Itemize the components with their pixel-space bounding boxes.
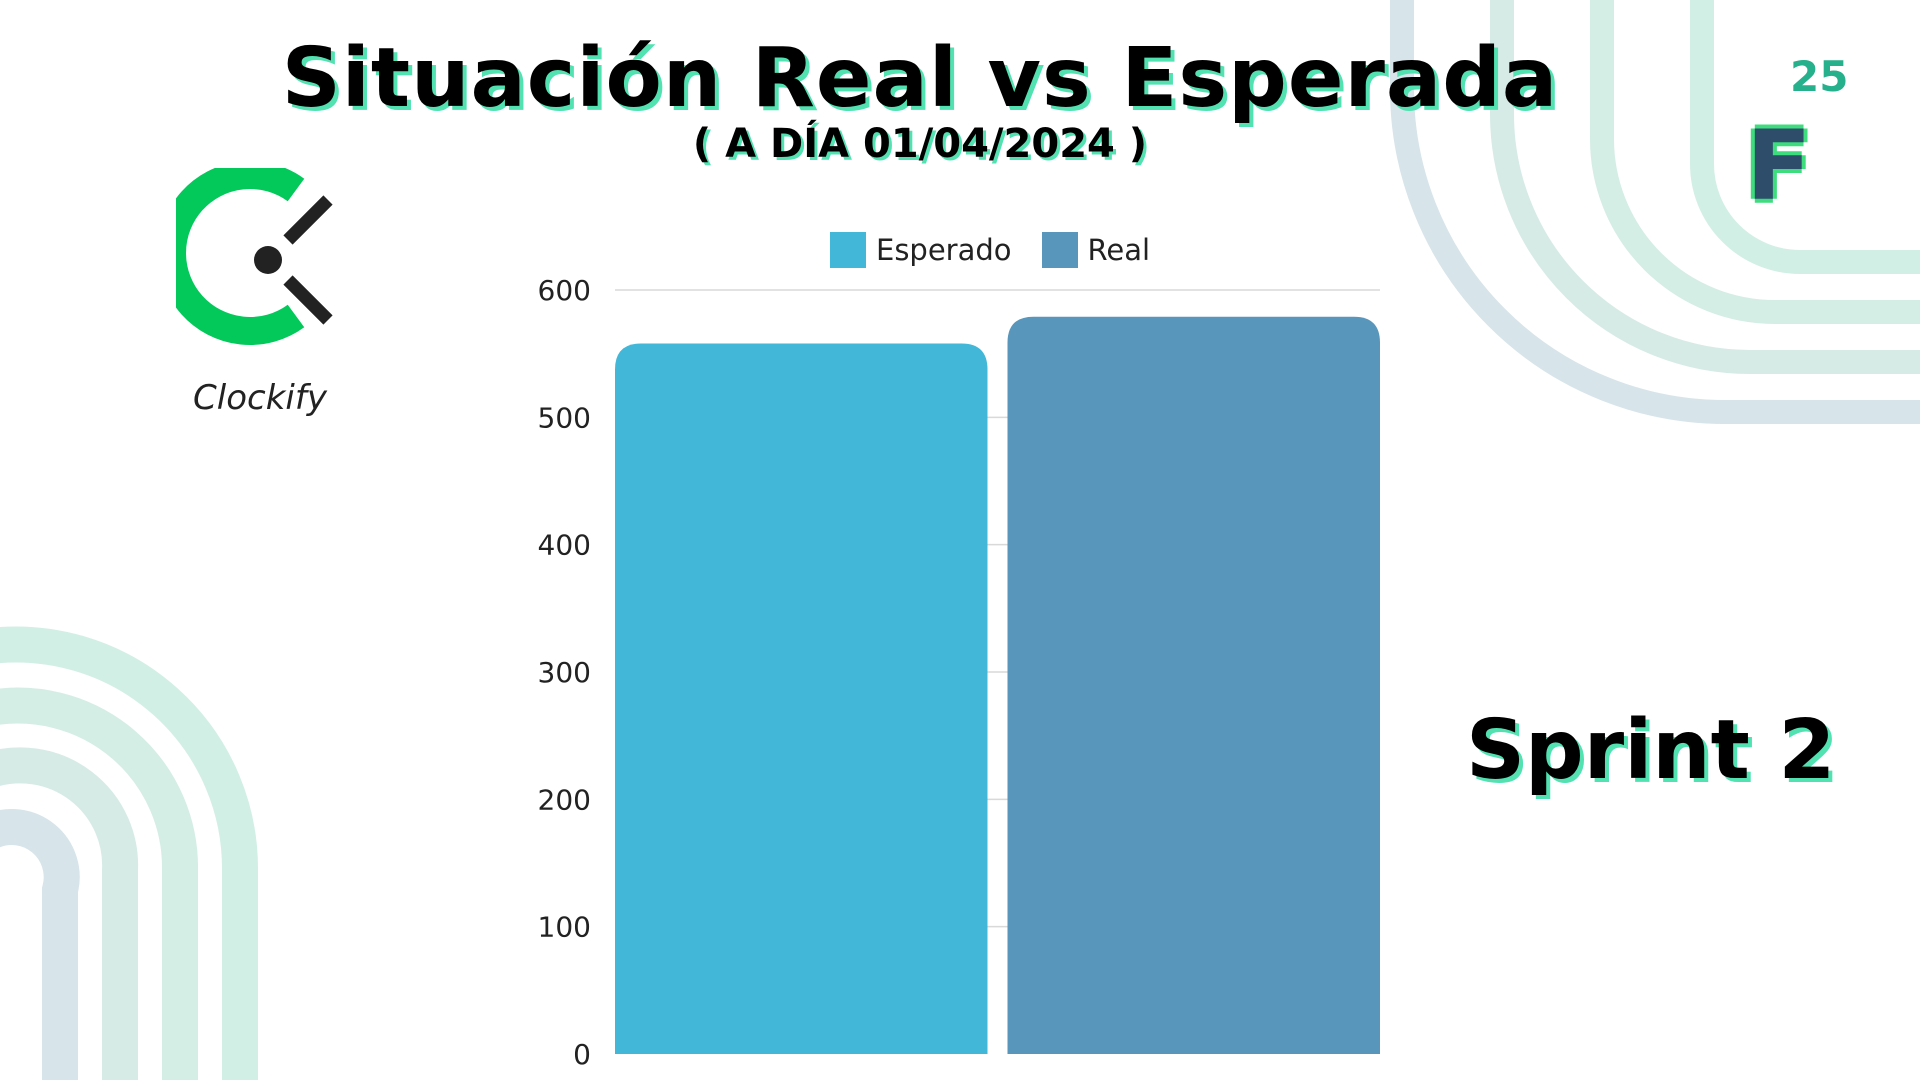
legend-swatch-real [1041, 232, 1078, 268]
clockify-icon [176, 168, 333, 345]
y-tick-label: 400 [538, 529, 591, 562]
legend-item-esperado: Esperado [830, 232, 1012, 268]
page-subtitle: ( A DÍA 01/04/2024 ) [692, 121, 1148, 167]
y-tick-label: 100 [538, 911, 591, 944]
legend-label-esperado: Esperado [876, 233, 1012, 267]
legend-item-real: Real [1041, 232, 1151, 268]
page-title: Situación Real vs Esperada [281, 31, 1559, 126]
y-tick-label: 300 [538, 656, 591, 689]
brand-letter: F [1746, 110, 1812, 222]
bar-esperado [615, 343, 988, 1055]
sprint-label: Sprint 2 [1466, 703, 1836, 798]
legend-swatch-esperado [830, 232, 866, 268]
logo-text: Clockify [193, 378, 327, 418]
chart-legend: Esperado Real [830, 232, 1180, 268]
bar-real [1007, 316, 1380, 1054]
legend-label-real: Real [1087, 233, 1151, 267]
y-tick-label: 0 [573, 1038, 591, 1071]
y-tick-label: 200 [538, 783, 591, 816]
y-tick-label: 500 [538, 401, 591, 434]
brand-number: 25 [1790, 52, 1849, 101]
y-tick-label: 600 [538, 274, 591, 307]
